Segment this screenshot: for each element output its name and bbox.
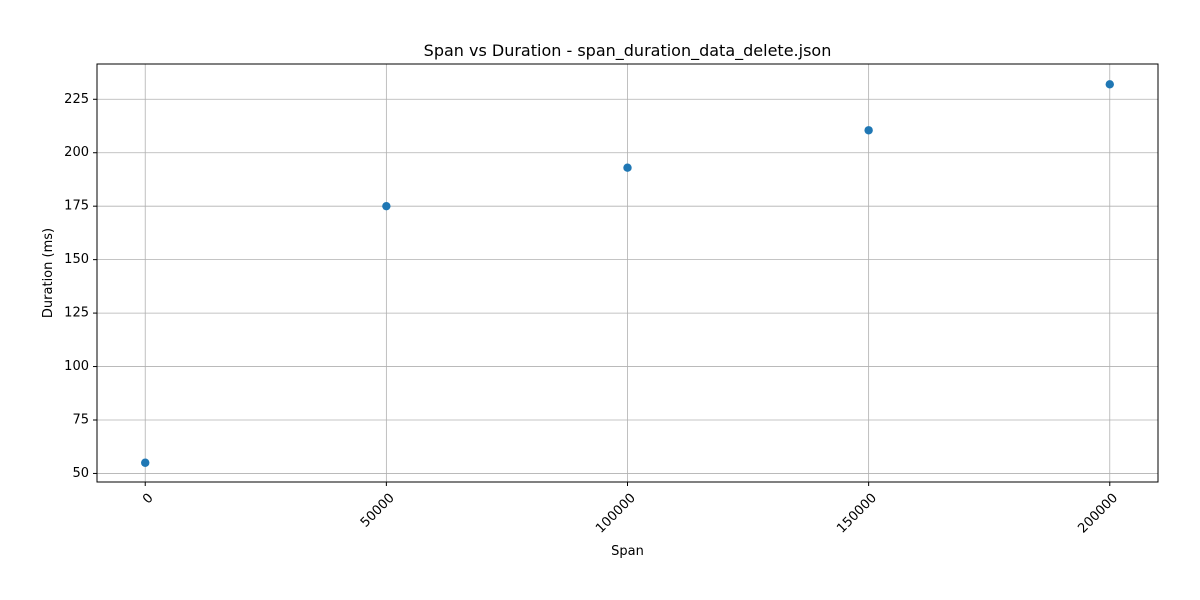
y-tick-label: 75	[72, 412, 89, 427]
grid	[97, 64, 1158, 482]
chart-title: Span vs Duration - span_duration_data_de…	[424, 41, 832, 61]
y-tick-label: 100	[64, 359, 89, 374]
data-point	[1105, 80, 1114, 89]
y-tick-label: 125	[64, 306, 89, 321]
data-point	[623, 163, 632, 172]
y-tick-label: 225	[64, 92, 89, 107]
y-tick-label: 150	[64, 252, 89, 267]
y-tick-label: 175	[64, 199, 89, 214]
y-tick-label: 200	[64, 145, 89, 160]
y-axis-label: Duration (ms)	[41, 228, 56, 318]
data-point	[141, 458, 150, 467]
y-tick-label: 50	[72, 466, 89, 481]
data-points	[141, 80, 1114, 467]
data-point	[864, 126, 873, 135]
data-point	[382, 201, 391, 211]
x-axis-label: Span	[611, 544, 644, 559]
